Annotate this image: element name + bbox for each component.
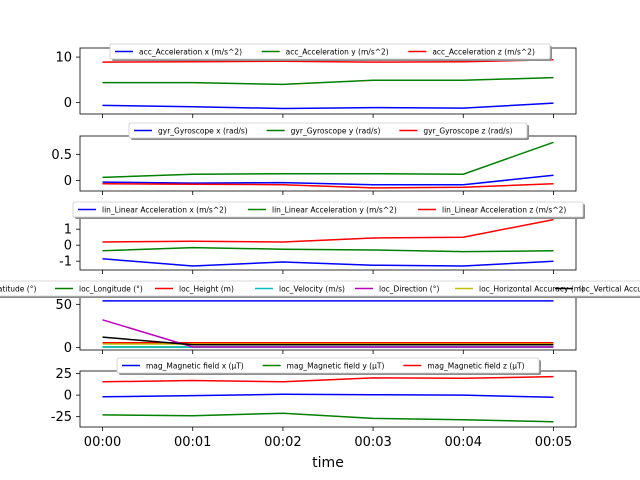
legend: lin_Linear Acceleration x (m/s^2) lin_Lin… [72,201,585,219]
legend-entry: acc_Acceleration y (m/s^2) [286,47,389,56]
legend-entry: loc_Velocity (m/s) [279,284,345,293]
x-tick-label: 00:03 [354,435,391,450]
y-tick-label: -25 [51,410,72,425]
x-tick-label: 00:04 [445,435,482,450]
x-tick-label: 00:01 [174,435,211,450]
legend: loc_Latitude (°) loc_Longitude (°) loc_Hei… [0,280,640,298]
subplot-4: 050loc_Latitude (°)loc_Longitude (°)loc_… [0,280,640,356]
legend-entry: loc_Vertical Accuracy (m) [579,284,640,293]
legend: gyr_Gyroscope x (rad/s) gyr_Gyroscope y (… [128,122,529,140]
legend-entry: lin_Linear Acceleration y (m/s^2) [272,205,397,214]
y-tick-label: 1 [64,223,72,238]
series-line-2 [102,246,554,253]
series-line-3 [102,218,554,243]
subplots: 010 acc_Acceleration x (m/s^2) acc_Acceler… [0,43,640,431]
x-tick-label: 00:05 [535,435,572,450]
x-tick-label: 00:02 [264,435,301,450]
legend-entry: mag_Magnetic field z (µT) [427,361,524,370]
y-tick-label: 0 [64,341,72,356]
series-line-5 [102,319,554,348]
legend-entry: acc_Acceleration x (m/s^2) [139,47,242,56]
series-line-7 [102,336,554,346]
legend-entry: gyr_Gyroscope y (rad/s) [291,126,381,135]
series-line-1 [102,393,554,399]
shared-x-axis: 00:00 00:01 00:02 00:03 00:04 00:05 [84,435,572,450]
y-tick-label: 25 [55,367,72,382]
y-tick-label: 0 [64,239,72,254]
legend: mag_Magnetic field x (µT) mag_Magnetic fi… [116,357,541,375]
x-tick-label: 00:00 [84,435,121,450]
legend-entry: lin_Linear Acceleration x (m/s^2) [102,205,227,214]
legend-entry: mag_Magnetic field x (µT) [146,361,244,370]
legend-entry: lin_Linear Acceleration z (m/s^2) [442,205,566,214]
series-line-2 [102,412,554,423]
series-line-3 [102,59,554,63]
legend-entry: loc_Direction (°) [379,284,439,293]
legend-entry: gyr_Gyroscope z (rad/s) [423,126,512,135]
legend-entry: loc_Latitude (°) [0,284,36,293]
series-line-2 [102,76,554,86]
y-tick-label: 0 [64,96,72,111]
legend: acc_Acceleration x (m/s^2) acc_Accelerati… [109,43,552,61]
series-line-1 [102,102,554,110]
legend-entry: loc_Height (m) [179,284,234,293]
series-line-1 [102,174,554,186]
series-line-3 [102,182,554,189]
legend-entry: loc_Longitude (°) [79,284,143,293]
subplot-1: 010 acc_Acceleration x (m/s^2) acc_Acceler… [55,43,577,118]
y-tick-label: -1 [59,255,72,270]
series-line-2 [102,141,554,179]
series-line-1 [102,258,554,267]
legend-entry: acc_Acceleration z (m/s^2) [432,47,535,56]
y-tick-label: 50 [55,298,72,313]
y-tick-label: 0 [64,174,72,189]
series-line-3 [102,375,554,383]
legend-entry: loc_Horizontal Accuracy (m) [479,284,584,293]
y-tick-label: 0.5 [51,148,72,163]
y-tick-label: 10 [55,51,72,66]
legend-entry: gyr_Gyroscope x (rad/s) [158,126,248,135]
legend-entry: mag_Magnetic field y (µT) [287,361,385,370]
y-tick-label: 0 [64,389,72,404]
x-axis-label: time [312,455,344,471]
